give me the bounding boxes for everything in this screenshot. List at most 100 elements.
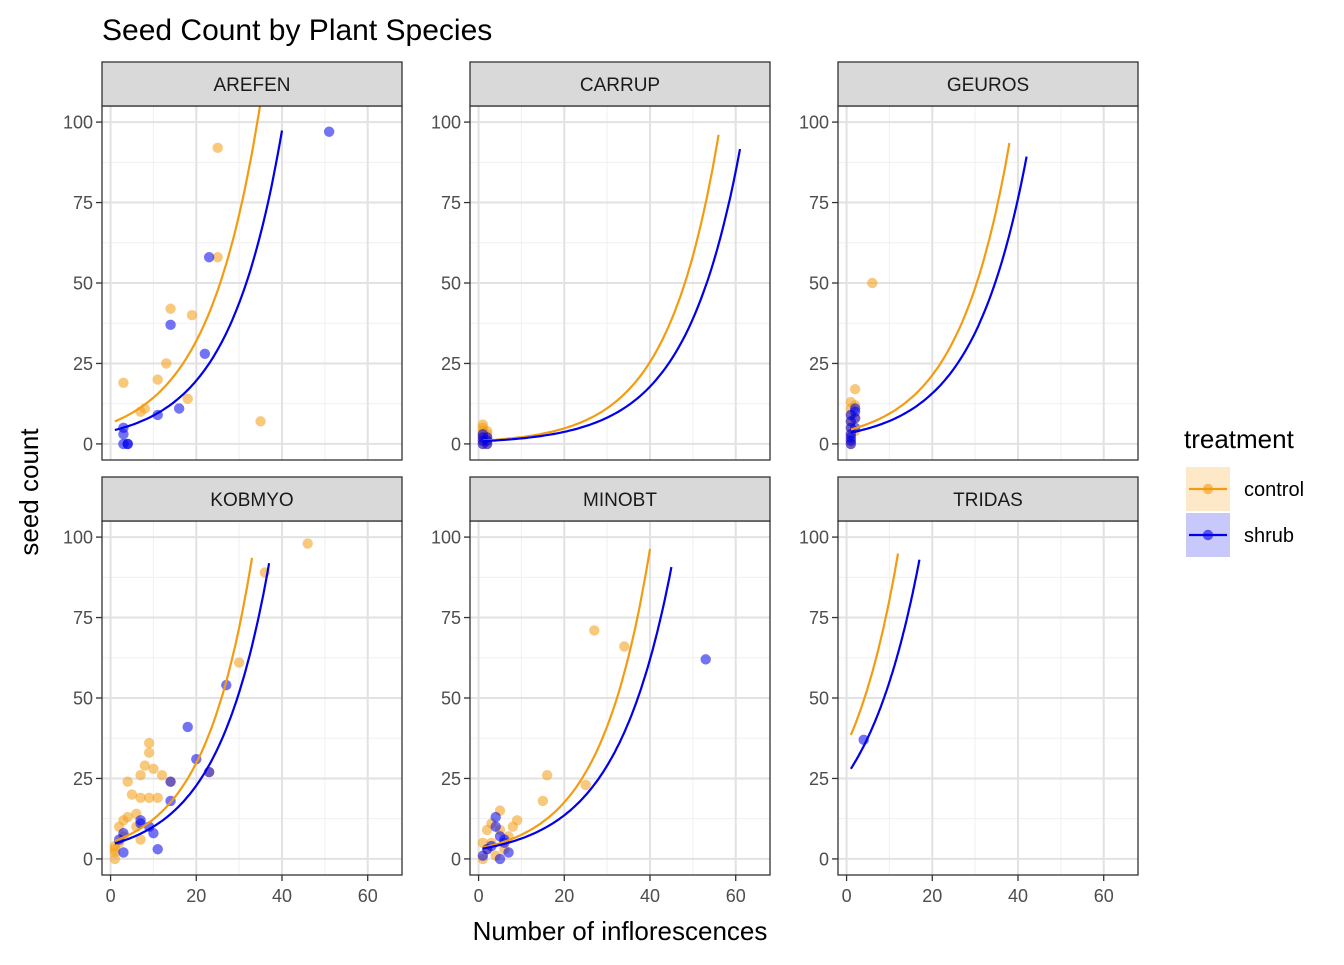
y-tick-label: 100 xyxy=(799,528,829,548)
y-tick-label: 75 xyxy=(809,608,829,628)
x-tick-label: 20 xyxy=(922,886,942,906)
x-tick-label: 40 xyxy=(640,886,660,906)
x-tick-label: 0 xyxy=(106,886,116,906)
facet-panel-kobmyo: KOBMYO 0 25 50 75 100 0 20 40 60 xyxy=(63,476,403,906)
facet-strip-label: CARRUP xyxy=(580,75,660,96)
data-point-shrub xyxy=(490,821,501,832)
legend-label: shrub xyxy=(1244,525,1294,547)
y-tick-label: 100 xyxy=(799,113,829,133)
facet-strip xyxy=(469,476,771,522)
chart-title: Seed Count by Plant Species xyxy=(102,14,492,47)
data-point-shrub xyxy=(849,412,861,424)
data-point-shrub xyxy=(490,811,501,823)
y-tick-label: 100 xyxy=(431,528,461,548)
y-tick-label: 0 xyxy=(819,849,829,869)
facet-strip-label: TRIDAS xyxy=(953,490,1023,511)
data-point-control xyxy=(580,779,591,791)
panels-layer: AREFEN 0 25 50 75 100 CARRUP 0 25 50 75 100 GEUROS 0 2… xyxy=(63,61,1139,906)
fit-line-shrub xyxy=(482,566,673,850)
legend-entry-shrub: shrub xyxy=(1186,513,1294,557)
data-point-shrub xyxy=(135,815,146,826)
data-point-control xyxy=(152,374,163,385)
facet-strip xyxy=(101,61,403,107)
data-point-shrub xyxy=(173,403,185,414)
legend-key-point xyxy=(1202,529,1214,541)
data-point-control xyxy=(541,770,553,781)
y-tick-label: 75 xyxy=(441,608,461,628)
data-point-control xyxy=(233,657,245,668)
data-point-shrub xyxy=(845,438,857,450)
y-tick-label: 25 xyxy=(73,769,93,789)
fit-line-control xyxy=(482,548,652,849)
fit-line-control xyxy=(482,134,720,442)
y-tick-label: 100 xyxy=(431,113,461,133)
data-point-shrub xyxy=(118,429,129,440)
data-point-shrub xyxy=(700,654,711,665)
data-point-control xyxy=(143,737,155,749)
y-tick-label: 100 xyxy=(63,528,93,548)
x-tick-label: 40 xyxy=(272,886,292,906)
data-point-control xyxy=(182,393,193,405)
x-tick-label: 0 xyxy=(474,886,484,906)
data-point-control xyxy=(186,309,198,321)
y-tick-label: 25 xyxy=(441,769,461,789)
data-point-control xyxy=(165,303,176,314)
data-point-control xyxy=(212,252,223,263)
data-point-control xyxy=(139,760,151,771)
x-axis-label: Number of inflorescences xyxy=(473,916,768,946)
facet-strip xyxy=(469,61,771,107)
y-tick-label: 50 xyxy=(809,274,829,294)
data-point-shrub xyxy=(494,853,506,865)
x-tick-label: 60 xyxy=(1094,886,1114,906)
y-tick-label: 0 xyxy=(83,849,93,869)
data-point-control xyxy=(619,641,630,652)
y-tick-label: 0 xyxy=(451,849,461,869)
facet-strip xyxy=(101,476,403,522)
y-tick-label: 0 xyxy=(819,434,829,454)
y-tick-label: 50 xyxy=(441,689,461,709)
data-point-shrub xyxy=(165,319,176,331)
data-point-control xyxy=(867,277,878,289)
data-point-control xyxy=(255,416,266,427)
legend-entries: control shrub xyxy=(1186,467,1304,557)
data-point-shrub xyxy=(165,776,176,787)
x-tick-label: 40 xyxy=(1008,886,1028,906)
y-tick-label: 25 xyxy=(809,354,829,374)
fit-line-control xyxy=(114,557,254,842)
facet-strip-label: GEUROS xyxy=(947,75,1029,96)
data-point-shrub xyxy=(849,403,861,414)
data-point-control xyxy=(118,377,129,388)
y-tick-label: 25 xyxy=(441,354,461,374)
data-point-shrub xyxy=(503,847,514,858)
fit-line-control xyxy=(850,142,1011,431)
facet-strip-label: KOBMYO xyxy=(210,490,293,511)
y-tick-label: 75 xyxy=(441,193,461,213)
fit-line-control xyxy=(849,553,900,736)
x-tick-label: 0 xyxy=(842,886,852,906)
legend: treatment control shrub xyxy=(1184,424,1304,557)
fit-line-shrub xyxy=(114,130,284,432)
y-tick-label: 25 xyxy=(809,769,829,789)
data-point-control xyxy=(143,747,155,758)
data-point-shrub xyxy=(182,721,193,733)
fit-line-shrub xyxy=(849,559,921,770)
data-point-control xyxy=(135,834,146,845)
panel-data-layer xyxy=(849,553,921,770)
data-point-control xyxy=(589,625,600,636)
data-point-shrub xyxy=(118,847,129,858)
data-point-control xyxy=(849,384,861,395)
legend-entry-control: control xyxy=(1186,467,1304,511)
fit-line-shrub xyxy=(482,148,742,443)
legend-label: control xyxy=(1244,479,1304,501)
data-point-control xyxy=(109,853,121,865)
facet-strip xyxy=(837,61,1139,107)
data-point-control xyxy=(135,770,146,781)
y-axis-label: seed count xyxy=(14,428,44,556)
data-point-control xyxy=(143,792,155,803)
data-point-shrub xyxy=(199,348,211,359)
fit-line-shrub xyxy=(850,156,1028,434)
fit-line-shrub xyxy=(114,563,271,845)
y-tick-label: 75 xyxy=(809,193,829,213)
facet-strip-label: AREFEN xyxy=(213,75,290,96)
